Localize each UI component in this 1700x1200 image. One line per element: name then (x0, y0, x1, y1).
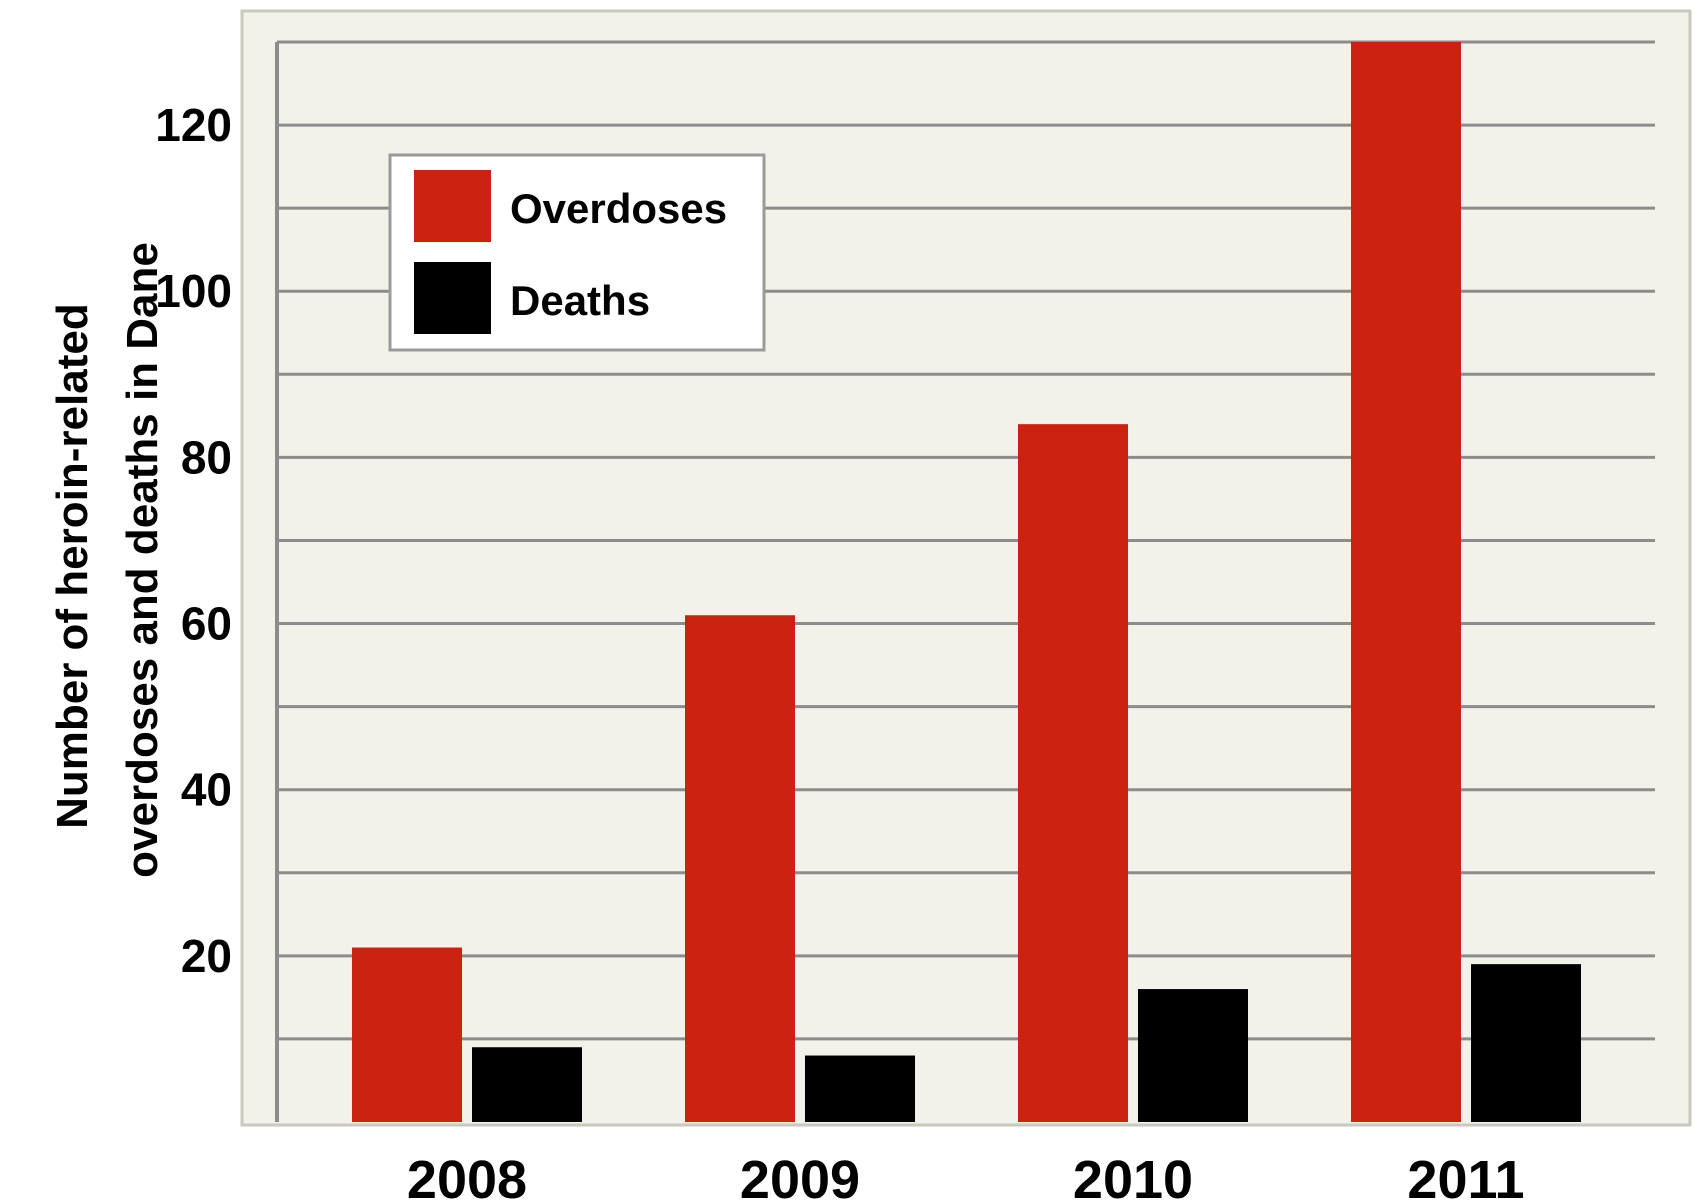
x-tick-labels: 2008 2009 2010 2011 (407, 1150, 1525, 1200)
y-axis-title-line-2: overdoses and deaths in Dane (118, 242, 167, 878)
y-tick-label: 100 (155, 265, 232, 317)
x-tick-label: 2011 (1407, 1150, 1524, 1200)
y-tick-label: 60 (181, 598, 232, 650)
bar-overdoses-2008 (352, 947, 462, 1122)
legend: Overdoses Deaths (388, 153, 766, 352)
y-tick-label: 40 (181, 764, 232, 816)
y-tick-label: 80 (181, 431, 232, 483)
x-tick-label: 2009 (740, 1150, 860, 1200)
x-tick-label: 2008 (407, 1150, 527, 1200)
x-tick-label: 2010 (1073, 1150, 1193, 1200)
bar-deaths-2008 (472, 1047, 582, 1122)
y-tick-label: 20 (181, 930, 232, 982)
bars (352, 42, 1581, 1123)
legend-swatch-overdoses (414, 170, 491, 242)
bar-overdoses-2009 (685, 615, 795, 1122)
bar-overdoses-2011 (1351, 42, 1461, 1122)
bar-deaths-2010 (1138, 989, 1248, 1122)
y-axis-title: Number of heroin-related overdoses and d… (48, 242, 167, 878)
bar-deaths-2009 (805, 1055, 915, 1122)
y-tick-label: 120 (155, 99, 232, 151)
bar-deaths-2011 (1471, 964, 1581, 1122)
legend-label-overdoses: Overdoses (510, 185, 727, 232)
legend-label-deaths: Deaths (510, 277, 650, 324)
legend-swatch-deaths (414, 262, 491, 334)
y-tick-labels: 20 40 60 80 100 120 (155, 99, 232, 982)
bar-overdoses-2010 (1018, 424, 1128, 1123)
y-axis-title-line-1: Number of heroin-related (48, 303, 97, 829)
